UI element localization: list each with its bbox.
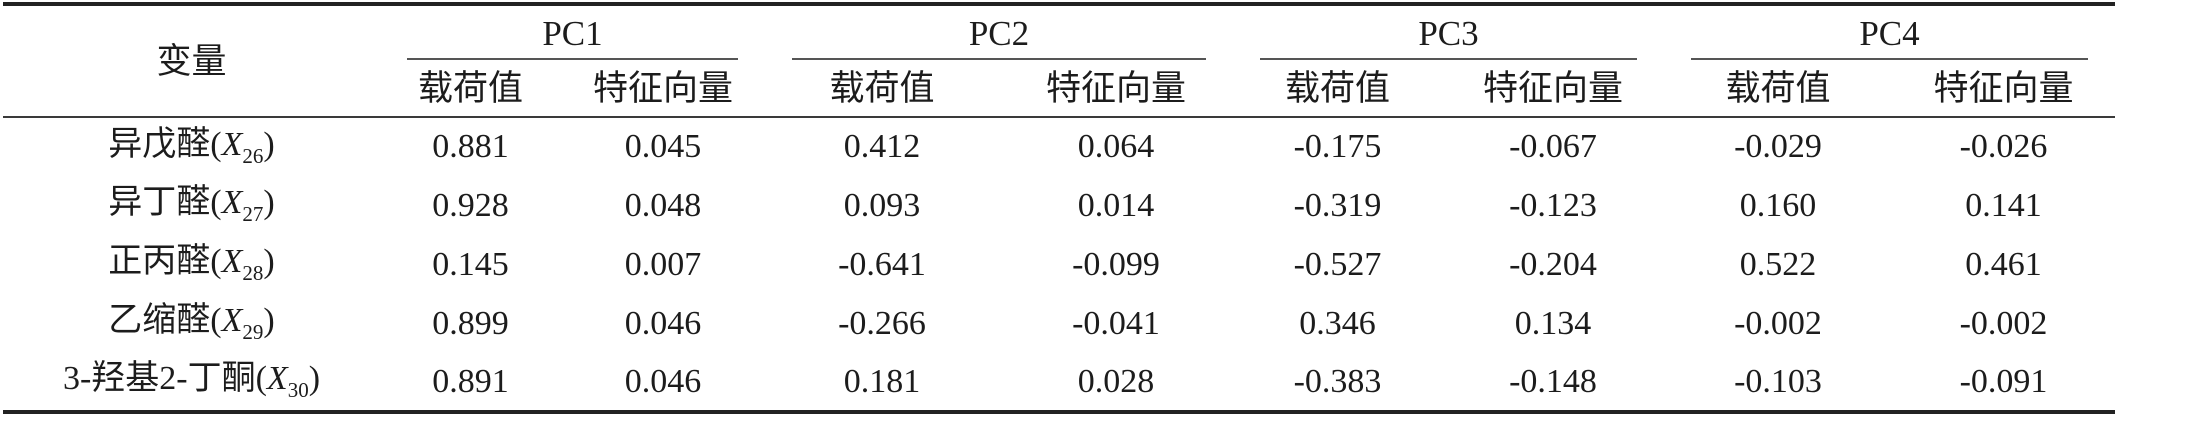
variable-letter: X — [221, 184, 243, 221]
compound-name: 异戊醛( — [108, 125, 222, 163]
row-label: 乙缩醛(X29) — [3, 294, 380, 353]
value-cell: 0.093 — [843, 186, 921, 224]
value-cell: 0.045 — [624, 128, 702, 165]
value-cell: 0.160 — [1739, 186, 1817, 224]
value-cell: 0.046 — [624, 362, 702, 400]
value-cell: 0.064 — [1077, 128, 1155, 165]
compound-name: 异丁醛( — [108, 184, 222, 221]
value-cell: -0.091 — [1959, 362, 2048, 400]
pc4-eigenvector-header: 特征向量 — [1892, 60, 2115, 118]
value-cell: -0.103 — [1734, 362, 1822, 400]
table-body: 异戊醛(X26) 0.881 0.045 0.412 0.064 -0.175 … — [3, 117, 2115, 412]
variable-column-header: 变量 — [3, 4, 380, 118]
value-cell: -0.148 — [1509, 362, 1597, 400]
table-row: 异丁醛(X27) 0.928 0.048 0.093 0.014 -0.319 … — [3, 176, 2115, 235]
value-cell: 0.522 — [1739, 245, 1817, 283]
closing-paren: ) — [308, 360, 321, 397]
value-cell: -0.067 — [1509, 128, 1597, 165]
compound-name: 正丙醛( — [108, 243, 222, 280]
variable-letter: X — [221, 243, 243, 280]
value-cell: -0.266 — [838, 304, 926, 342]
pc2-eigenvector-header: 特征向量 — [999, 60, 1233, 118]
pc2-loading-header: 载荷值 — [765, 60, 999, 118]
pc2-group-header: PC2 — [765, 4, 1233, 60]
variable-letter: X — [266, 360, 288, 397]
pc3-loading-header: 载荷值 — [1233, 60, 1442, 118]
pc1-eigenvector-header: 特征向量 — [561, 60, 765, 118]
closing-paren: ) — [263, 302, 275, 339]
row-label: 正丙醛(X28) — [3, 235, 380, 294]
value-cell: -0.641 — [838, 245, 926, 283]
value-cell: 0.181 — [843, 362, 921, 400]
value-cell: 0.028 — [1077, 362, 1155, 400]
pc3-group-header: PC3 — [1233, 4, 1664, 60]
value-cell: -0.319 — [1293, 186, 1382, 224]
value-cell: 0.346 — [1299, 304, 1376, 342]
pc1-loading-header: 载荷值 — [380, 60, 561, 118]
row-label: 3-羟基2-丁酮(X30) — [3, 353, 380, 412]
sub-header-row: 载荷值 特征向量 载荷值 特征向量 载荷值 特征向量 载荷值 特征向量 — [3, 60, 2115, 118]
value-cell: 0.007 — [624, 245, 702, 283]
variable-subscript: 30 — [287, 378, 309, 402]
value-cell: -0.029 — [1734, 128, 1822, 165]
row-label: 异丁醛(X27) — [3, 176, 380, 235]
value-cell: 0.461 — [1965, 245, 2042, 283]
value-cell: 0.014 — [1077, 186, 1155, 224]
pc1-group-header: PC1 — [380, 4, 765, 60]
variable-subscript: 28 — [242, 261, 264, 285]
value-cell: 0.412 — [843, 128, 921, 165]
group-header-row: 变量 PC1 PC2 PC3 PC4 — [3, 4, 2115, 118]
table-row: 乙缩醛(X29) 0.899 0.046 -0.266 -0.041 0.346… — [3, 294, 2115, 353]
value-cell: -0.123 — [1509, 186, 1597, 224]
value-cell: 0.048 — [624, 186, 702, 224]
pc3-eigenvector-header: 特征向量 — [1442, 60, 1664, 118]
row-label: 异戊醛(X26) — [3, 117, 380, 176]
value-cell: 0.141 — [1965, 186, 2042, 224]
value-cell: 0.899 — [432, 304, 509, 342]
variable-letter: X — [221, 125, 243, 163]
value-cell: -0.527 — [1293, 245, 1382, 283]
value-cell: 0.881 — [432, 128, 509, 165]
compound-name: 乙缩醛( — [108, 302, 222, 339]
value-cell: 0.145 — [432, 245, 509, 283]
closing-paren: ) — [263, 125, 275, 163]
value-cell: -0.383 — [1293, 362, 1382, 400]
value-cell: -0.099 — [1072, 245, 1160, 283]
variable-subscript: 29 — [242, 320, 264, 344]
pca-loadings-table: 变量 PC1 PC2 PC3 PC4 载荷值 特征向量 载荷值 特征向量 载荷值… — [3, 2, 2115, 414]
value-cell: 0.891 — [432, 362, 509, 400]
table-row: 正丙醛(X28) 0.145 0.007 -0.641 -0.099 -0.52… — [3, 235, 2115, 294]
value-cell: 0.928 — [432, 186, 509, 224]
table-header: 变量 PC1 PC2 PC3 PC4 载荷值 特征向量 载荷值 特征向量 载荷值… — [3, 4, 2115, 118]
variable-subscript: 26 — [242, 143, 264, 168]
compound-name: 3-羟基2-丁酮( — [62, 360, 267, 397]
value-cell: -0.026 — [1959, 128, 2048, 165]
value-cell: 0.134 — [1514, 304, 1592, 342]
value-cell: -0.175 — [1293, 128, 1382, 165]
pc4-group-header: PC4 — [1664, 4, 2115, 60]
value-cell: -0.204 — [1509, 245, 1597, 283]
closing-paren: ) — [263, 243, 275, 280]
variable-letter: X — [221, 302, 243, 339]
value-cell: -0.002 — [1734, 304, 1822, 342]
variable-subscript: 27 — [242, 202, 264, 226]
table-row: 3-羟基2-丁酮(X30) 0.891 0.046 0.181 0.028 -0… — [3, 353, 2115, 412]
table-row: 异戊醛(X26) 0.881 0.045 0.412 0.064 -0.175 … — [3, 117, 2115, 176]
closing-paren: ) — [263, 184, 275, 221]
value-cell: -0.002 — [1959, 304, 2048, 342]
value-cell: 0.046 — [624, 304, 702, 342]
pc4-loading-header: 载荷值 — [1664, 60, 1892, 118]
value-cell: -0.041 — [1072, 304, 1160, 342]
